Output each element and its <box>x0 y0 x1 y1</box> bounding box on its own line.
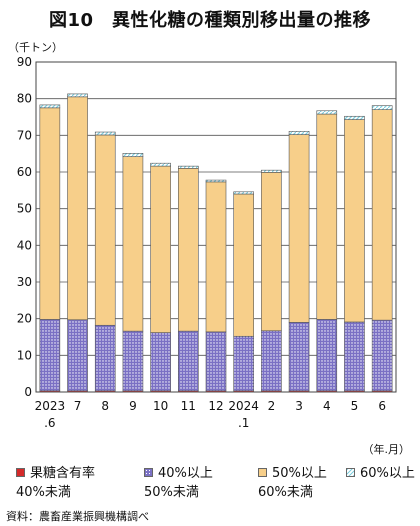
bar-segment <box>122 153 144 157</box>
x-tick-label: 10 <box>153 399 168 413</box>
bar-segment <box>39 104 61 109</box>
source-note: 資料：農畜産業振興機構調べ <box>6 510 149 523</box>
bar-segment <box>371 319 393 392</box>
legend-swatch <box>258 468 267 477</box>
legend-swatch <box>346 468 355 477</box>
x-tick-label: .1 <box>238 416 249 430</box>
x-tick-label: 2 <box>268 399 276 413</box>
y-tick-label: 50 <box>17 202 32 216</box>
bar-segment <box>178 165 199 169</box>
x-tick-label: 2023 <box>35 399 66 413</box>
legend-swatch <box>144 468 153 477</box>
legend-label: 50%以上 60%未満 <box>258 464 327 502</box>
bar-segment <box>261 169 282 173</box>
bar-segment <box>150 332 171 392</box>
bar-segment <box>67 319 88 392</box>
x-tick-label: 5 <box>351 399 359 413</box>
bar-segment <box>288 131 310 135</box>
legend-label: 60%以上 <box>360 464 415 483</box>
bar-segment <box>67 93 88 98</box>
bar-segment <box>94 134 116 326</box>
bar-segment <box>39 107 61 320</box>
chart-legend: 果糖含有率 40%未満 40%以上 50%未満 50%以上 60%未満 60%以上 <box>16 464 416 504</box>
bar-segment <box>288 322 310 392</box>
bar-segment <box>122 330 144 392</box>
y-tick-label: 80 <box>17 92 32 106</box>
legend-label-line: 50%以上 <box>272 466 327 481</box>
bar-segment <box>67 96 88 321</box>
bar-segment <box>150 165 171 333</box>
bar-segment <box>178 330 199 392</box>
bar-segment <box>261 330 282 392</box>
x-tick-label: 2024 <box>228 399 259 413</box>
bar-segment <box>316 319 338 392</box>
bar-segment <box>39 319 61 392</box>
bar-segment <box>233 191 254 195</box>
bar-segment <box>233 335 254 392</box>
legend-label-line: 60%未満 <box>258 485 313 500</box>
bar-segment <box>371 109 393 321</box>
x-tick-label: 7 <box>74 399 82 413</box>
x-tick-label: 3 <box>295 399 303 413</box>
legend-label-line: 40%未満 <box>16 485 71 500</box>
y-tick-label: 10 <box>17 348 32 362</box>
bar-segment <box>233 193 254 337</box>
y-tick-label: 30 <box>17 275 32 289</box>
bar-segment <box>371 105 393 110</box>
bar-segment <box>344 119 365 323</box>
x-tick-label: 8 <box>101 399 109 413</box>
bar-segment <box>205 181 227 333</box>
chart-title: 図10 異性化糖の種類別移出量の推移 <box>48 10 372 31</box>
bar-segment <box>205 331 227 392</box>
x-tick-label: 6 <box>378 399 386 413</box>
y-axis-unit-label: （千トン） <box>8 41 63 54</box>
legend-label-line: 40%以上 <box>158 466 213 481</box>
legend-label: 果糖含有率 40%未満 <box>16 464 96 502</box>
bar-segment <box>150 162 171 167</box>
y-tick-label: 0 <box>24 385 32 399</box>
x-tick-label: 12 <box>208 399 223 413</box>
legend-label-line: 果糖含有率 <box>30 466 96 481</box>
legend-label: 40%以上 50%未満 <box>144 464 213 502</box>
bar-segment <box>344 321 365 392</box>
bar-segment <box>288 134 310 323</box>
y-tick-label: 40 <box>17 238 32 252</box>
y-tick-label: 70 <box>17 128 32 142</box>
x-tick-label: 9 <box>129 399 137 413</box>
y-tick-label: 90 <box>17 55 32 69</box>
bar-segment <box>94 324 116 392</box>
bar-segment <box>316 113 338 320</box>
x-tick-label: 4 <box>323 399 331 413</box>
bar-segment <box>344 115 365 120</box>
bar-segment <box>261 172 282 332</box>
bar-segment <box>316 110 338 115</box>
bar-segment <box>122 156 144 332</box>
bar-segment <box>205 179 227 183</box>
legend-label-line: 50%未満 <box>144 485 199 500</box>
x-tick-label: 11 <box>181 399 196 413</box>
x-tick-label: .6 <box>44 416 55 430</box>
bar-segment <box>178 168 199 332</box>
x-axis-unit-label: （年.月） <box>362 443 411 456</box>
legend-swatch <box>16 468 25 477</box>
legend-label-line: 60%以上 <box>360 466 415 481</box>
bar-segment <box>94 131 116 136</box>
y-tick-label: 20 <box>17 312 32 326</box>
y-tick-label: 60 <box>17 165 32 179</box>
